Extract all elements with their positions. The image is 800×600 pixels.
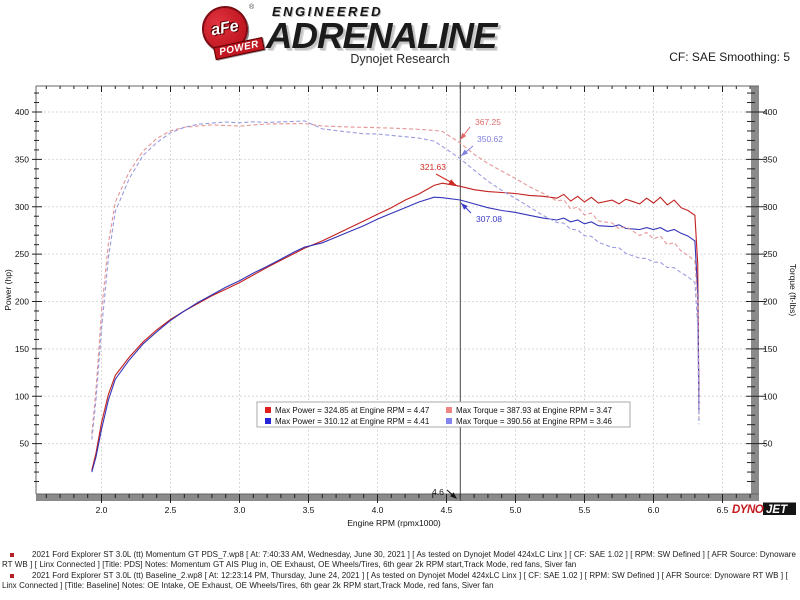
legend bbox=[256, 401, 631, 428]
x-tick-label: 3.0 bbox=[234, 505, 246, 515]
x-tick-label: 5.5 bbox=[579, 505, 591, 515]
annotation-350.62: 350.62 bbox=[477, 134, 503, 144]
y-tick-label-left: 300 bbox=[15, 202, 29, 212]
y-axis-title-left: Power (hp) bbox=[3, 269, 13, 311]
plot-frame bbox=[35, 85, 759, 501]
annotation-367.25: 367.25 bbox=[475, 117, 501, 127]
header: aFe ® POWER ENGINEERED ADRENALINE Dynoje… bbox=[0, 0, 800, 84]
y-axis-title-right: Torque (ft-lbs) bbox=[788, 264, 798, 317]
y-tick-label-left: 400 bbox=[15, 107, 29, 117]
y-tick-label-right: 400 bbox=[763, 107, 777, 117]
legend-marker bbox=[265, 418, 271, 424]
axis-ticks bbox=[32, 86, 766, 503]
dynojet-logo-jet: JET bbox=[766, 504, 788, 516]
dynojet-logo bbox=[763, 502, 796, 515]
y-tick-label-left: 50 bbox=[20, 439, 30, 449]
chart-subtitle: Dynojet Research bbox=[350, 52, 450, 66]
dynojet-logo-dyno: DYNO bbox=[732, 504, 764, 516]
run-bullet-baseline bbox=[10, 574, 14, 578]
y-tick-label-left: 350 bbox=[15, 154, 29, 164]
legend-marker bbox=[446, 418, 452, 424]
x-tick-label: 4.5 bbox=[441, 505, 453, 515]
x-tick-label: 2.5 bbox=[165, 505, 177, 515]
x-tick-label: 2.0 bbox=[96, 505, 108, 515]
y-tick-label-right: 300 bbox=[763, 202, 777, 212]
legend-marker bbox=[446, 407, 452, 413]
y-tick-label-left: 200 bbox=[15, 297, 29, 307]
x-tick-label: 5.0 bbox=[510, 505, 522, 515]
legend-entry: Max Power = 310.12 at Engine RPM = 4.41 bbox=[275, 417, 430, 426]
value-annotations bbox=[435, 126, 474, 214]
legend-entry: Max Torque = 387.93 at Engine RPM = 3.47 bbox=[456, 406, 613, 415]
x-tick-label: 4.0 bbox=[372, 505, 384, 515]
gridlines bbox=[36, 86, 751, 494]
y-tick-label-left: 250 bbox=[15, 249, 29, 259]
y-tick-label-right: 350 bbox=[763, 154, 777, 164]
brand-adrenaline: ADRENALINE bbox=[266, 15, 498, 56]
registered-mark: ® bbox=[249, 4, 255, 11]
run-bullet-pds bbox=[10, 553, 14, 557]
cursor bbox=[446, 82, 461, 501]
y-tick-label-left: 100 bbox=[15, 391, 29, 401]
y-tick-label-right: 100 bbox=[763, 391, 777, 401]
annotation-307.08: 307.08 bbox=[476, 214, 502, 224]
curve-pds-torque bbox=[91, 122, 700, 435]
legend-entry: Max Power = 324.85 at Engine RPM = 4.47 bbox=[275, 406, 430, 415]
run-caption-text: 2021 Ford Explorer ST 3.0L (tt) Momentum… bbox=[2, 550, 796, 570]
legend-marker bbox=[265, 407, 271, 413]
curves bbox=[91, 120, 700, 473]
brand-engineered: ENGINEERED bbox=[272, 4, 383, 19]
y-tick-label-right: 150 bbox=[763, 344, 777, 354]
curve-baseline-power bbox=[91, 196, 700, 473]
y-tick-label-right: 50 bbox=[763, 439, 773, 449]
y-tick-label-right: 200 bbox=[763, 297, 777, 307]
x-tick-label: 6.5 bbox=[717, 505, 729, 515]
annotation-321.63: 321.63 bbox=[420, 162, 446, 172]
x-axis-title: Engine RPM (rpmx1000) bbox=[347, 518, 441, 528]
run-caption-baseline: 2021 Ford Explorer ST 3.0L (tt) Baseline… bbox=[2, 571, 796, 592]
y-tick-label-right: 250 bbox=[763, 249, 777, 259]
curve-baseline-torque bbox=[91, 120, 700, 440]
legend-entry: Max Torque = 390.56 at Engine RPM = 3.46 bbox=[456, 417, 613, 426]
x-tick-label: 3.5 bbox=[303, 505, 315, 515]
run-caption-pds: 2021 Ford Explorer ST 3.0L (tt) Momentum… bbox=[2, 550, 796, 571]
run-caption-text: 2021 Ford Explorer ST 3.0L (tt) Baseline… bbox=[2, 571, 788, 591]
smoothing-label: CF: SAE Smoothing: 5 bbox=[669, 50, 790, 64]
cursor-label: 4.6 bbox=[432, 487, 444, 497]
x-tick-label: 6.0 bbox=[648, 505, 660, 515]
y-tick-label-left: 150 bbox=[15, 344, 29, 354]
